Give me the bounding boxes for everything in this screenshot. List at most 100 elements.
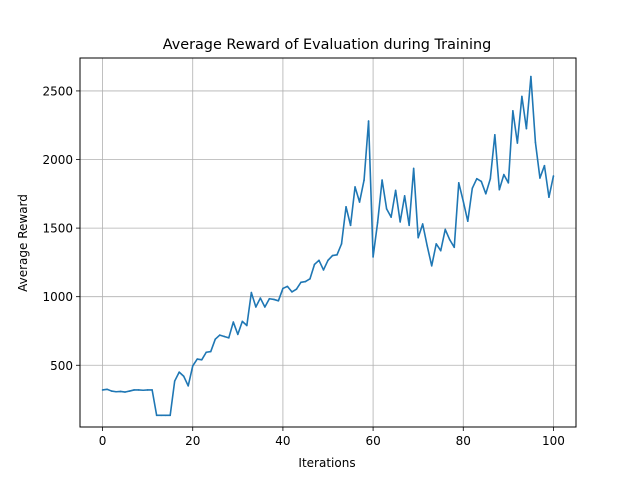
data-point: [466, 220, 469, 223]
data-point: [282, 287, 284, 290]
data-point: [200, 358, 203, 361]
data-point: [209, 350, 212, 353]
data-point: [372, 256, 374, 258]
data-point: [385, 208, 388, 210]
data-point: [106, 388, 108, 391]
data-point: [232, 321, 235, 323]
data-point: [191, 365, 194, 367]
data-point: [354, 186, 356, 188]
y-tick-label: 1500: [42, 222, 73, 236]
y-tick-label: 1000: [42, 290, 73, 304]
data-point: [426, 245, 429, 247]
data-point: [471, 187, 474, 190]
x-tick-label: 40: [275, 434, 290, 448]
data-point: [241, 320, 244, 323]
data-point: [124, 391, 126, 393]
data-point: [336, 254, 338, 256]
data-point: [345, 206, 347, 208]
data-point: [119, 390, 122, 393]
data-point: [264, 306, 266, 308]
data-point: [494, 134, 496, 136]
data-point: [173, 380, 176, 382]
data-point: [453, 246, 456, 249]
data-point: [300, 281, 302, 284]
data-point: [430, 265, 433, 267]
data-point: [327, 259, 329, 262]
data-point: [421, 223, 424, 225]
data-point: [403, 195, 406, 197]
data-point: [259, 297, 262, 299]
data-point: [498, 188, 501, 191]
plot-frame: [79, 57, 577, 428]
x-tick-label: 100: [542, 434, 565, 448]
data-point: [128, 390, 131, 392]
data-point: [214, 338, 217, 341]
y-axis-label: Average Reward: [16, 194, 30, 292]
data-point: [228, 337, 230, 339]
data-point: [340, 243, 343, 245]
data-point: [503, 173, 505, 176]
data-point: [223, 335, 226, 338]
data-point: [462, 200, 465, 203]
x-tick-label: 60: [365, 434, 380, 448]
data-point: [444, 228, 447, 231]
data-point: [169, 414, 171, 417]
y-tick-label: 500: [50, 359, 73, 373]
data-point: [268, 297, 271, 300]
y-axis-ticks: 500 1000 1500 2000 2500: [42, 84, 80, 373]
data-point: [178, 371, 180, 373]
data-point: [412, 167, 415, 170]
data-point: [322, 269, 325, 271]
data-point: [313, 263, 316, 266]
data-point: [394, 189, 397, 192]
data-point: [381, 179, 383, 181]
data-point: [525, 127, 528, 130]
data-point: [552, 175, 555, 177]
x-axis-label: Iterations: [298, 456, 355, 470]
data-point: [349, 224, 352, 227]
data-point: [516, 142, 519, 144]
data-point: [417, 236, 419, 239]
x-tick-label: 20: [185, 434, 200, 448]
data-point: [543, 164, 546, 167]
data-point: [273, 298, 275, 301]
x-tick-label: 80: [456, 434, 471, 448]
data-point: [331, 254, 334, 257]
data-point: [160, 414, 162, 417]
data-point: [237, 333, 239, 336]
data-point: [182, 375, 185, 378]
data-point: [309, 278, 311, 280]
data-point: [187, 385, 190, 387]
data-point: [318, 259, 320, 262]
data-point: [146, 389, 149, 391]
data-point: [489, 177, 492, 180]
data-point: [548, 196, 550, 199]
y-tick-label: 2000: [42, 153, 73, 167]
chart-title: Average Reward of Evaluation during Trai…: [163, 37, 492, 53]
x-axis-ticks: 0 20 40 60 80 100: [99, 427, 565, 448]
data-point: [480, 180, 483, 183]
data-point: [137, 389, 140, 391]
data-point: [196, 358, 199, 360]
data-point: [485, 193, 487, 195]
data-point: [155, 414, 158, 417]
data-point: [390, 216, 392, 218]
data-point: [101, 389, 104, 391]
data-point: [304, 280, 307, 283]
data-point: [476, 177, 478, 180]
data-point: [218, 334, 221, 336]
data-point: [435, 243, 438, 245]
data-point: [376, 221, 379, 224]
data-point: [291, 291, 293, 293]
data-point: [358, 201, 361, 203]
data-point: [439, 249, 442, 252]
data-point: [142, 389, 144, 392]
grid-lines: [80, 58, 576, 427]
data-point: [512, 110, 514, 112]
data-point: [151, 389, 153, 391]
data-point: [521, 95, 523, 98]
data-point: [399, 221, 401, 223]
data-point: [534, 141, 537, 144]
data-point: [110, 390, 113, 392]
